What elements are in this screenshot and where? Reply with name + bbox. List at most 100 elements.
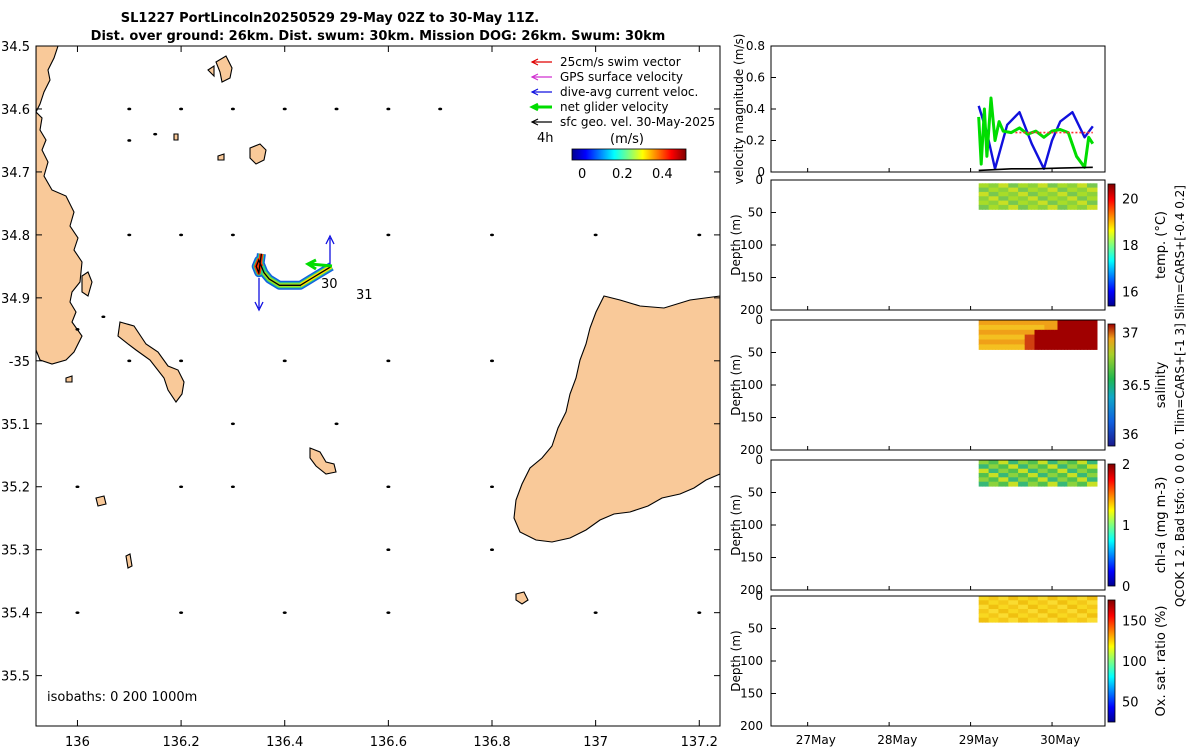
- heatmap-cell: [1037, 204, 1042, 210]
- heatmap-cell: [1011, 196, 1016, 202]
- heatmap-cell: [1087, 329, 1091, 336]
- heatmap-cell: [1008, 604, 1013, 610]
- heatmap-cell: [991, 329, 996, 336]
- heatmap-cell: [982, 320, 986, 326]
- heatmap-cell: [1080, 477, 1085, 483]
- heatmap-cell: [995, 600, 999, 606]
- heatmap-cell: [1047, 477, 1052, 483]
- heatmap-cell: [1054, 191, 1059, 197]
- heatmap-cell: [1083, 460, 1088, 465]
- heatmap-cell: [1014, 481, 1019, 487]
- heatmap-cell: [1054, 320, 1059, 326]
- heatmap-cell: [1024, 613, 1029, 619]
- heatmap-cell: [1070, 596, 1075, 601]
- heatmap-cell: [1077, 334, 1082, 341]
- heatmap-cell: [982, 187, 986, 193]
- heatmap-cell: [1011, 460, 1016, 465]
- heatmap-cell: [1073, 604, 1078, 610]
- heatmap-cell: [1073, 609, 1078, 614]
- heatmap-cell: [998, 329, 1003, 336]
- heatmap-cell: [1018, 200, 1022, 206]
- heatmap-cell: [1008, 339, 1013, 345]
- heatmap-cell: [1034, 191, 1039, 197]
- reef-dot: [334, 422, 339, 426]
- heatmap-cell: [1014, 339, 1019, 345]
- heatmap-cell: [1037, 604, 1042, 610]
- heatmap-cell: [1031, 339, 1036, 345]
- heatmap-cell: [985, 329, 990, 336]
- heatmap-cell: [998, 200, 1003, 206]
- heatmap-cell: [1070, 344, 1075, 350]
- heatmap-cell: [1001, 204, 1006, 210]
- heatmap-cell: [1080, 183, 1085, 189]
- heatmap-cell: [1024, 464, 1029, 470]
- heatmap-cell: [985, 183, 990, 189]
- heatmap-cell: [1073, 183, 1078, 189]
- heatmap-cell: [1005, 600, 1009, 606]
- heatmap-cell: [1021, 481, 1026, 487]
- heatmap-cell: [1067, 613, 1072, 619]
- heatmap-cell: [1018, 464, 1022, 470]
- map-y-tick-label: 35.3: [1, 544, 30, 559]
- heatmap-cell: [1070, 320, 1075, 326]
- heatmap-cell: [1073, 481, 1078, 487]
- heatmap-cell: [1014, 334, 1019, 341]
- heatmap-cell: [1090, 329, 1095, 336]
- heatmap-cell: [995, 604, 999, 610]
- heatmap-cell: [1090, 617, 1095, 623]
- heatmap-cell: [1070, 468, 1075, 474]
- heatmap-cell: [1083, 344, 1088, 350]
- heatmap-cell: [1050, 477, 1055, 483]
- heatmap-cell: [1001, 481, 1006, 487]
- heatmap-cell: [991, 183, 996, 189]
- heatmap-cell: [1037, 617, 1042, 623]
- heatmap-cell: [1067, 204, 1072, 210]
- heatmap-cell: [1064, 604, 1068, 610]
- heatmap-cell: [1037, 344, 1042, 350]
- heatmap-cell: [1024, 344, 1029, 350]
- heatmap-cell: [1047, 609, 1052, 614]
- legend-arrow-icon: [530, 58, 539, 66]
- heatmap-cell: [1057, 604, 1062, 610]
- heatmap-cell: [1067, 600, 1072, 606]
- heatmap-cell: [1024, 609, 1029, 614]
- heatmap-cell: [1077, 187, 1082, 193]
- heatmap-cell: [1057, 473, 1062, 478]
- heatmap-cell: [1093, 334, 1098, 341]
- heatmap-cell: [1060, 334, 1065, 341]
- heatmap-cell: [1054, 183, 1059, 189]
- heatmap-cell: [1090, 339, 1095, 345]
- heatmap-cell: [1027, 464, 1032, 470]
- heatmap-cell: [1001, 477, 1006, 483]
- land-west-peninsula: [36, 46, 59, 113]
- track-day-label: 30: [321, 277, 338, 292]
- heatmap-cell: [1018, 339, 1022, 345]
- colorbar-label: Ox. sat. ratio (%): [1154, 606, 1169, 717]
- heatmap-cell: [978, 600, 983, 606]
- heatmap-cell: [1057, 609, 1062, 614]
- heatmap-cell: [1008, 617, 1013, 623]
- heatmap-cell: [1080, 617, 1085, 623]
- heatmap-cell: [1090, 191, 1095, 197]
- heatmap-cell: [1093, 324, 1098, 331]
- heatmap-cell: [1027, 481, 1032, 487]
- heatmap-cell: [1027, 473, 1032, 478]
- heatmap-cell: [1064, 187, 1068, 193]
- heatmap-cell: [982, 613, 986, 619]
- reef-dot: [490, 485, 494, 489]
- heatmap-cell: [1083, 481, 1088, 487]
- heatmap-cell: [1090, 334, 1095, 341]
- reef-dot: [101, 315, 106, 319]
- heatmap-cell: [1034, 334, 1039, 341]
- heatmap-cell: [1080, 191, 1085, 197]
- heatmap-cell: [1060, 320, 1065, 326]
- depth-panel: 0 50 100 150 200 Depth (m) 16 18 20 temp. (°C): [729, 173, 1169, 317]
- heatmap-cell: [1031, 617, 1036, 623]
- heatmap-cell: [1005, 460, 1009, 465]
- heatmap-cell: [978, 339, 983, 345]
- heatmap-cell: [1073, 187, 1078, 193]
- heatmap-cell: [1034, 613, 1039, 619]
- heatmap-cell: [991, 339, 996, 345]
